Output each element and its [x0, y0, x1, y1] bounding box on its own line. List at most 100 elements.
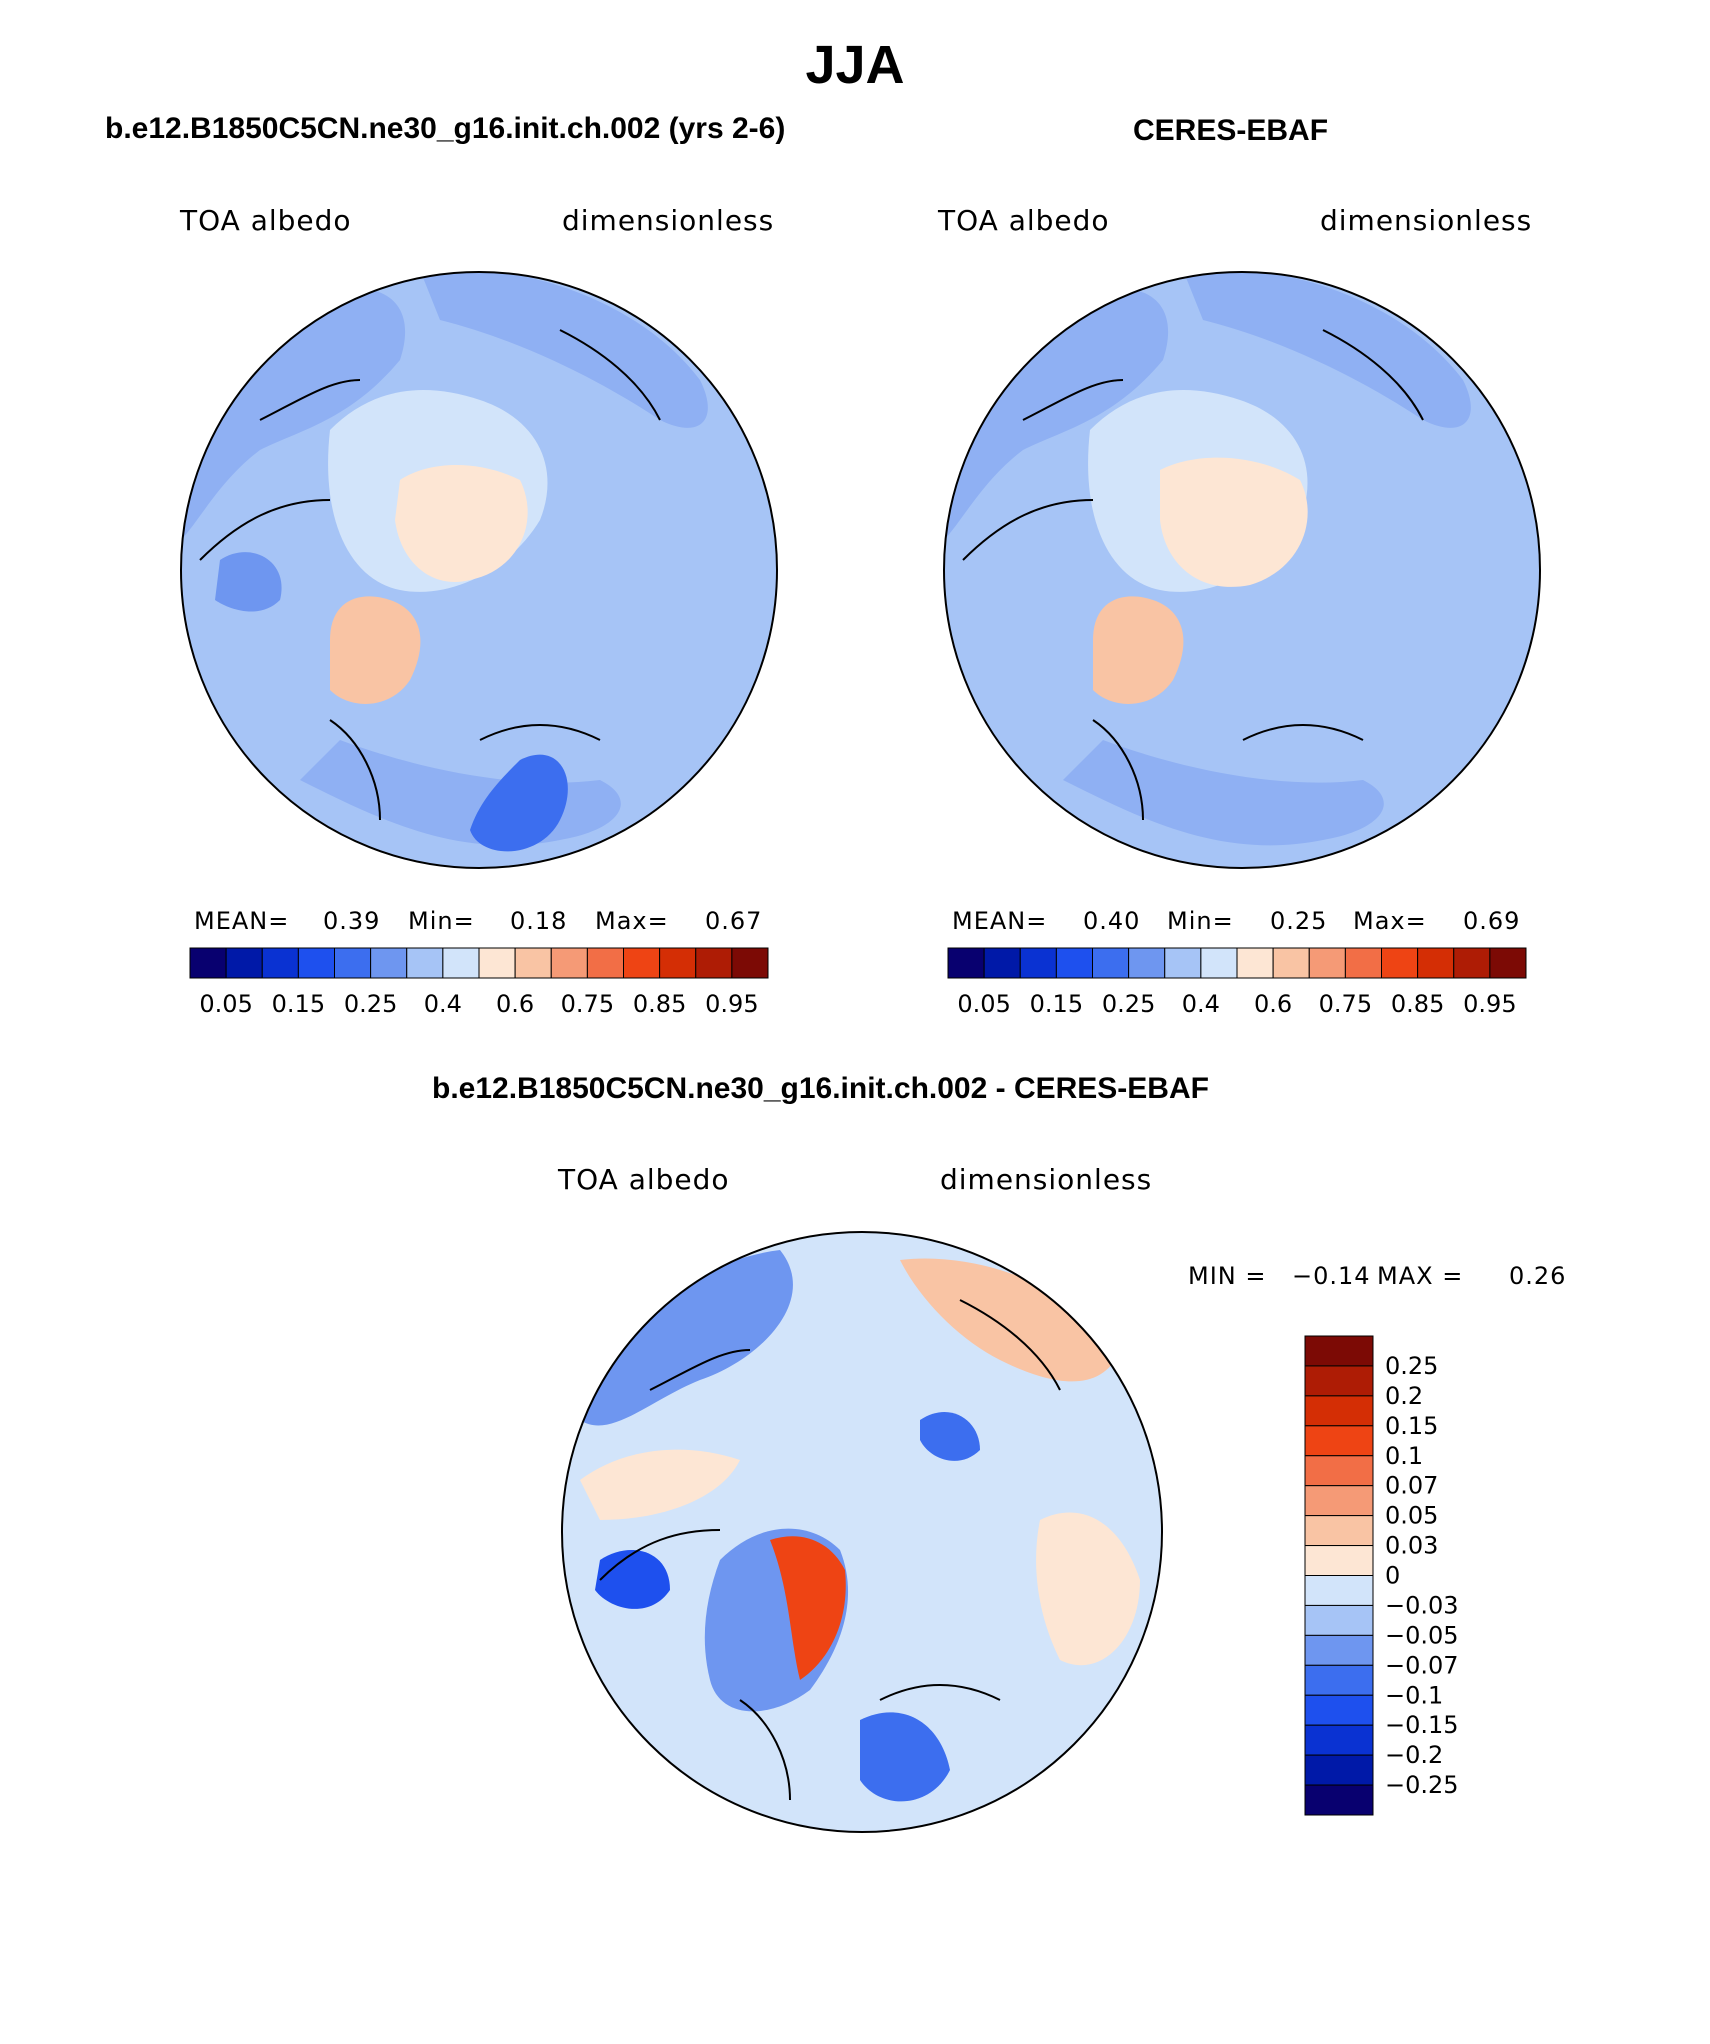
- obs-colorbar-box: [983, 947, 1021, 979]
- model-colorbar-box: [370, 947, 408, 979]
- model-coastlines: [199, 329, 661, 821]
- diff-colorbar-box: [1304, 1664, 1374, 1696]
- diff-colorbar-box: [1304, 1395, 1374, 1427]
- model-colorbar-tick-label: 0.25: [344, 990, 397, 1018]
- diff-field-eurasia-high: [900, 1258, 1120, 1382]
- diff-map-border: [561, 1231, 1163, 1833]
- figure-title: JJA: [805, 35, 905, 95]
- diff-colorbar-box: [1304, 1575, 1374, 1606]
- model-field-eurasia: [420, 272, 708, 428]
- diff-colorbar-tick-label: 0.25: [1385, 1352, 1438, 1380]
- model-colorbar-box: [189, 947, 227, 979]
- model-colorbar-tick-label: 0.75: [561, 990, 614, 1018]
- model-field-hudson-low: [215, 552, 282, 612]
- diff-colorbar-tick-label: 0.2: [1385, 1382, 1423, 1410]
- model-variable-label: TOA albedo: [180, 204, 352, 237]
- obs-colorbar-box: [1453, 947, 1491, 979]
- diff-colorbar-box: [1304, 1425, 1374, 1457]
- model-map-border: [180, 271, 778, 869]
- model-colorbar-tick-label: 0.4: [424, 990, 462, 1018]
- diff-colorbar-box: [1304, 1694, 1374, 1726]
- model-panel-title: b.e12.B1850C5CN.ne30_g16.init.ch.002 (yr…: [105, 112, 786, 145]
- obs-map-border: [943, 271, 1541, 869]
- obs-colorbar-box: [1381, 947, 1419, 979]
- obs-colorbar-box: [1236, 947, 1274, 979]
- model-colorbar-box: [297, 947, 335, 979]
- obs-colorbar-box: [1272, 947, 1310, 979]
- diff-colorbar-tick-label: −0.1: [1385, 1681, 1443, 1709]
- model-colorbar-tick-label: 0.6: [496, 990, 534, 1018]
- diff-field-siberia-low: [580, 1250, 793, 1426]
- diff-units-label: dimensionless: [940, 1163, 1153, 1196]
- model-colorbar-box: [586, 947, 624, 979]
- diff-polar-map: [561, 1231, 1163, 1833]
- diff-colorbar-tick-label: 0.1: [1385, 1442, 1423, 1470]
- obs-colorbar-box: [1055, 947, 1093, 979]
- diff-colorbar-box: [1304, 1545, 1374, 1576]
- obs-colorbar-box: [1489, 947, 1527, 979]
- obs-max-value: 0.69: [1463, 907, 1521, 935]
- obs-colorbar-tick-label: 0.25: [1102, 990, 1155, 1018]
- model-mean-value: 0.39: [323, 907, 381, 935]
- obs-field-greenland-high: [1093, 596, 1184, 704]
- obs-field-eurasia: [1183, 272, 1471, 428]
- obs-colorbar-box: [1019, 947, 1057, 979]
- model-colorbar-box: [478, 947, 516, 979]
- model-field-scandinavia-low: [470, 754, 568, 852]
- diff-colorbar-tick-label: −0.2: [1385, 1741, 1443, 1769]
- diff-field-scandinavia-low: [860, 1712, 950, 1802]
- diff-field-greenland-margin-high: [770, 1536, 846, 1680]
- obs-colorbar-box: [1344, 947, 1382, 979]
- obs-coastlines: [962, 329, 1424, 821]
- diff-field-laptev-low: [920, 1411, 980, 1461]
- obs-units-label: dimensionless: [1320, 204, 1533, 237]
- diff-variable-label: TOA albedo: [558, 1163, 730, 1196]
- obs-colorbar-box: [1128, 947, 1166, 979]
- model-colorbar-box: [261, 947, 299, 979]
- model-field-sea-ice-high: [395, 465, 528, 582]
- obs-panel-title: CERES-EBAF: [1133, 114, 1329, 147]
- diff-panel-title: b.e12.B1850C5CN.ne30_g16.init.ch.002 - C…: [432, 1072, 1209, 1105]
- model-colorbar-box: [406, 947, 444, 979]
- model-colorbar: 0.05 0.15 0.25 0.4 0.6 0.75 0.85 0.95: [189, 947, 769, 1018]
- diff-field-alaska-high: [580, 1449, 740, 1520]
- model-mean-label: MEAN=: [194, 907, 290, 935]
- diff-colorbar-tick-label: −0.05: [1385, 1621, 1459, 1649]
- obs-colorbar-tick-label: 0.4: [1182, 990, 1220, 1018]
- model-colorbar-box: [334, 947, 372, 979]
- model-polar-map: [180, 271, 778, 869]
- obs-field-sea-ice-high: [1160, 457, 1308, 587]
- obs-min-value: 0.25: [1270, 907, 1328, 935]
- diff-colorbar-box: [1304, 1515, 1374, 1547]
- model-colorbar-tick-label: 0.85: [633, 990, 686, 1018]
- obs-colorbar-box: [1417, 947, 1455, 979]
- obs-mean-label: MEAN=: [952, 907, 1048, 935]
- diff-min-label: MIN =: [1188, 1262, 1267, 1290]
- obs-min-label: Min=: [1167, 907, 1234, 935]
- diff-colorbar-tick-label: 0.05: [1385, 1502, 1438, 1530]
- obs-colorbar-box: [1164, 947, 1202, 979]
- diff-colorbar-tick-label: 0.15: [1385, 1412, 1438, 1440]
- diff-colorbar-tick-label: −0.03: [1385, 1591, 1459, 1619]
- obs-polar-map: [943, 271, 1541, 869]
- obs-colorbar-tick-label: 0.15: [1030, 990, 1083, 1018]
- obs-field-atlantic: [1063, 740, 1384, 846]
- obs-variable-label: TOA albedo: [938, 204, 1110, 237]
- model-colorbar-box: [514, 947, 552, 979]
- diff-colorbar: 0.250.20.150.10.070.050.030−0.03−0.05−0.…: [1304, 1335, 1459, 1816]
- model-colorbar-box: [731, 947, 769, 979]
- obs-colorbar-box: [1200, 947, 1238, 979]
- model-colorbar-box: [695, 947, 733, 979]
- diff-max-value: 0.26: [1509, 1262, 1567, 1290]
- model-colorbar-tick-label: 0.95: [705, 990, 758, 1018]
- diff-colorbar-box: [1304, 1335, 1374, 1367]
- model-field-greenland-high: [330, 596, 421, 704]
- model-max-label: Max=: [595, 907, 669, 935]
- diff-colorbar-box: [1304, 1754, 1374, 1786]
- obs-colorbar-tick-label: 0.95: [1463, 990, 1516, 1018]
- diff-colorbar-tick-label: 0: [1385, 1562, 1400, 1590]
- obs-colorbar-box: [947, 947, 985, 979]
- diff-colorbar-box: [1304, 1455, 1374, 1487]
- diff-field-hudson-low: [595, 1550, 670, 1609]
